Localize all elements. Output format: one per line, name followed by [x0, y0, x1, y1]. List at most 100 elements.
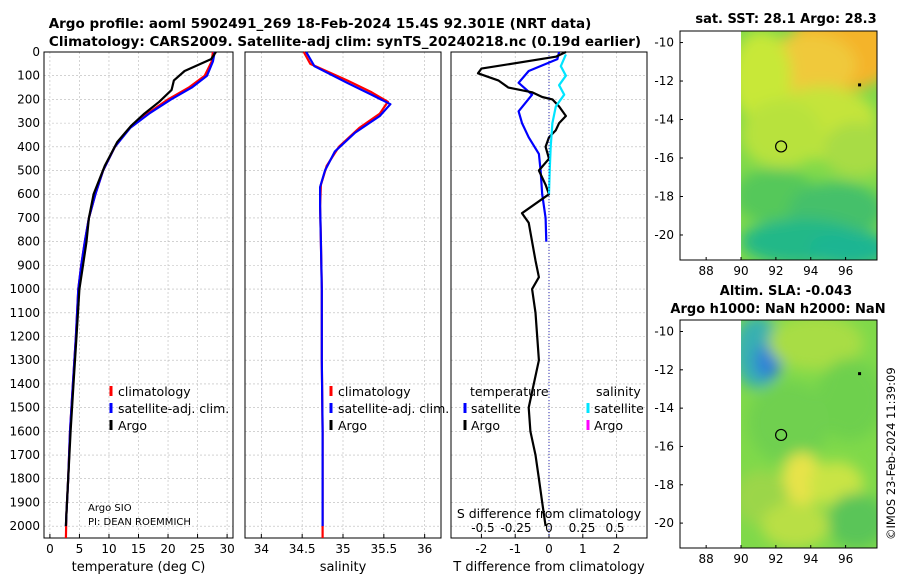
sla-map-subtitle: Argo h1000: NaN h2000: NaN [670, 302, 885, 317]
legend-label: Argo [338, 418, 367, 433]
x-tick-label: -2 [475, 542, 487, 556]
series-line-climatology [64, 51, 214, 539]
series-line-climatology [302, 51, 389, 538]
y-tick-label: 1200 [9, 329, 40, 343]
map-blob [741, 99, 823, 169]
sst-map-title: sat. SST: 28.1 Argo: 28.3 [695, 12, 876, 27]
map-x-tick-label: 92 [768, 552, 783, 566]
difference-panel: -2 -1 0 1 2 T difference from climatology -0.5… [450, 51, 648, 575]
map-blob [747, 381, 830, 464]
y-tick-label: 2000 [9, 519, 40, 533]
series-line-t-satellite [517, 51, 561, 242]
series-line-argo [64, 51, 217, 527]
map-point-marker [858, 372, 862, 376]
y-tick-label: 1300 [9, 353, 40, 367]
map-frame [679, 319, 878, 549]
y-tick-label: 800 [17, 235, 40, 249]
x-tick-label: 35.5 [370, 542, 397, 556]
map-y-tick-label: -18 [654, 478, 674, 492]
y-tick-label: 1000 [9, 282, 40, 296]
legend-label: climatology [118, 384, 191, 399]
x-tick-label: 25 [190, 542, 205, 556]
map-x-tick-label: 92 [768, 264, 783, 278]
y-tick-label: 1900 [9, 495, 40, 509]
map-x-tick-label: 90 [733, 552, 748, 566]
legend-label: climatology [338, 384, 411, 399]
map-blob [761, 502, 830, 548]
y-tick-label: 200 [17, 92, 40, 106]
map-y-tick-label: -14 [654, 401, 674, 415]
map-y-tick-label: -16 [654, 151, 674, 165]
y-tick-label: 0 [32, 45, 40, 59]
s-tick-label: 0.25 [569, 521, 596, 535]
s-tick-label: -0.5 [471, 521, 494, 535]
x-axis-label: T difference from climatology [452, 560, 645, 575]
series-line-satellite-adj-clim- [305, 51, 392, 527]
map-y-tick-label: -18 [654, 189, 674, 203]
map-blobs [741, 31, 877, 260]
y-tick-label: 1700 [9, 448, 40, 462]
y-tick-label: 1600 [9, 424, 40, 438]
x-tick-label: 30 [219, 542, 234, 556]
s-axis-label: S difference from climatology [457, 506, 642, 521]
map-y-tick-label: -12 [654, 74, 674, 88]
map-blob [741, 31, 792, 123]
legend-label: satellite [594, 401, 644, 416]
x-tick-label: 1 [579, 542, 587, 556]
x-tick-label: 10 [101, 542, 116, 556]
y-tick-label: 600 [17, 187, 40, 201]
map-x-tick-label: 88 [699, 552, 714, 566]
y-tick-label: 1400 [9, 377, 40, 391]
x-axis-label: temperature (deg C) [72, 560, 206, 575]
y-tick-label: 100 [17, 69, 40, 83]
map-blob [826, 493, 877, 548]
series-line-t-argo [476, 51, 568, 527]
legend-title-salinity: salinity [596, 384, 641, 399]
annotation-pi: PI: DEAN ROEMMICH [88, 517, 191, 528]
temperature-panel: 0 5 10 15 20 25 30 temperature (deg C) 0 100 200 30… [9, 45, 234, 575]
float-location-marker [775, 140, 788, 153]
map-y-tick-label: -10 [654, 324, 674, 338]
map-y-tick-label: -14 [654, 113, 674, 127]
legend-label: satellite [471, 401, 521, 416]
map-field [741, 31, 877, 260]
imos-copyright: ©IMOS 23-Feb-2024 11:39:09 [884, 367, 898, 540]
legend-label: satellite-adj. clim. [338, 401, 449, 416]
s-tick-label: 0 [545, 521, 553, 535]
map-blob [768, 320, 864, 371]
title-line-1: Argo profile: aoml 5902491_269 18-Feb-20… [49, 16, 592, 32]
map-x-tick-label: 96 [838, 264, 853, 278]
x-tick-label: 15 [131, 542, 146, 556]
title-line-2: Climatology: CARS2009. Satellite-adj cli… [49, 34, 641, 50]
x-axis-label: salinity [320, 560, 367, 575]
annotation-institution: Argo SIO [88, 503, 132, 514]
map-y-tick-label: -20 [654, 516, 674, 530]
legend-label: satellite-adj. clim. [118, 401, 229, 416]
y-tick-label: 500 [17, 164, 40, 178]
map-blob [815, 358, 877, 441]
x-tick-label: 2 [613, 542, 621, 556]
y-tick-label: 1100 [9, 306, 40, 320]
y-tick-label: 900 [17, 258, 40, 272]
sla-map-title: Altim. SLA: -0.043 [720, 284, 852, 299]
float-location-marker [775, 428, 788, 442]
sst-map-panel: 88 90 92 94 96 -10 -12 -14 -16 -18 -20 [654, 30, 878, 278]
map-field [741, 320, 877, 548]
legend-title-temperature: temperature [470, 384, 549, 399]
map-x-tick-label: 94 [803, 552, 818, 566]
map-y-tick-label: -10 [654, 36, 674, 50]
y-tick-label: 700 [17, 211, 40, 225]
sla-map-panel: 88 90 92 94 96 -10 -12 -14 -16 -18 -20 [654, 319, 878, 566]
series-line-s-satellite [547, 53, 568, 195]
map-y-tick-label: -12 [654, 363, 674, 377]
legend-label: Argo [118, 418, 147, 433]
y-tick-label: 1800 [9, 472, 40, 486]
x-tick-label: 5 [76, 542, 84, 556]
x-tick-label: 20 [160, 542, 175, 556]
map-blob [822, 122, 877, 178]
map-frame [679, 30, 878, 261]
legend-label: Argo [594, 418, 623, 433]
legend-label: Argo [471, 418, 500, 433]
y-tick-label: 300 [17, 116, 40, 130]
